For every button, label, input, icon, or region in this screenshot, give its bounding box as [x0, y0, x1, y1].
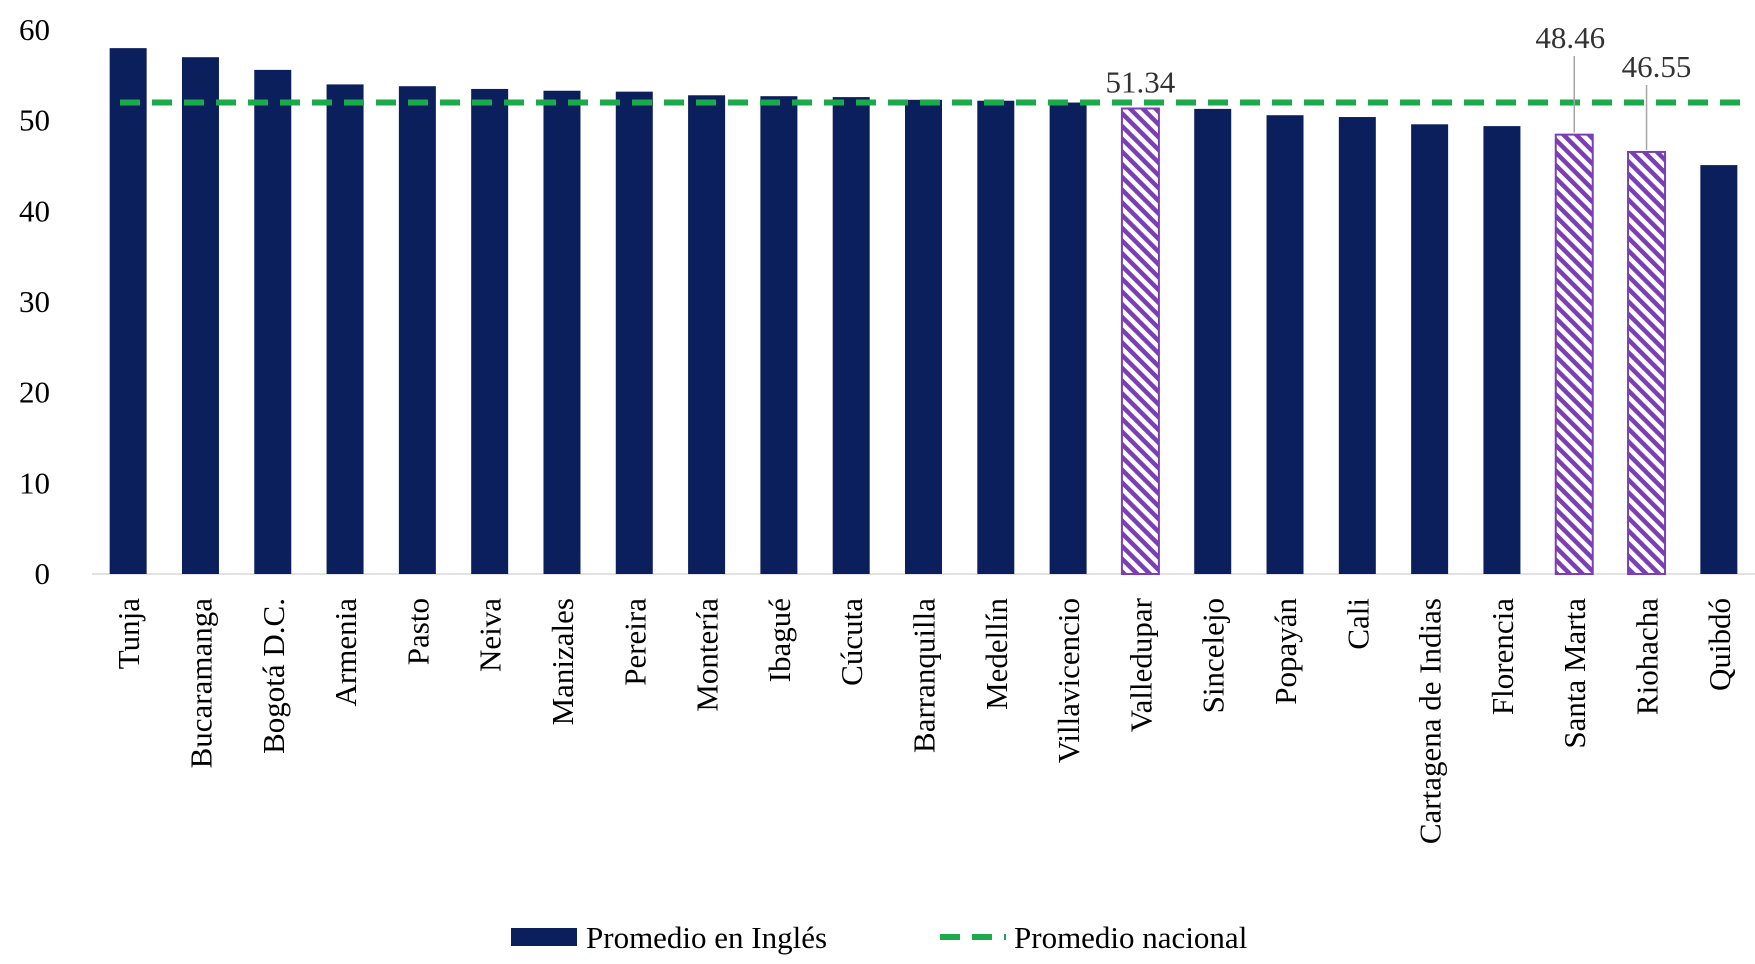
x-tick-barranquilla: Barranquilla: [907, 598, 942, 753]
data-label-riohacha: 46.55: [1622, 49, 1692, 84]
x-tick-tunja: Tunja: [111, 598, 146, 669]
x-tick-cali: Cali: [1340, 598, 1375, 650]
bar-bogota-d-c: [254, 69, 292, 574]
x-tick-monteria: Montería: [690, 598, 725, 712]
bar-sincelejo: [1194, 108, 1232, 574]
bar-florencia: [1483, 126, 1521, 575]
y-tick-label: 60: [19, 12, 50, 47]
legend-swatch-promedio-ingles: [511, 928, 577, 946]
bar-cali: [1338, 117, 1376, 574]
x-tick-valledupar: Valledupar: [1123, 597, 1158, 732]
x-tick-cartagena-de-indias: Cartagena de Indias: [1413, 598, 1448, 844]
bar-tunja: [109, 48, 147, 574]
bar-bucaramanga: [181, 57, 219, 574]
bar-armenia: [326, 84, 364, 575]
bar-cartagena-de-indias: [1411, 124, 1449, 574]
legend: Promedio en Inglés Promedio nacional: [511, 920, 1247, 955]
y-tick-label: 30: [19, 284, 50, 319]
bar-barranquilla: [905, 99, 942, 575]
y-tick-label: 50: [19, 103, 50, 138]
bar-pasto: [398, 86, 436, 575]
bar-neiva: [471, 88, 509, 574]
y-tick-label: 10: [19, 465, 50, 500]
x-tick-medellin: Medellín: [979, 598, 1014, 710]
bar-manizales: [543, 90, 581, 574]
bar-santa-marta: [1554, 133, 1594, 575]
y-tick-label: 20: [19, 375, 50, 410]
x-tick-florencia: Florencia: [1485, 598, 1520, 715]
x-tick-popayan: Popayán: [1268, 598, 1303, 705]
bar-valledupar: [1120, 107, 1160, 575]
x-tick-bucaramanga: Bucaramanga: [183, 598, 218, 769]
x-tick-cucuta: Cúcuta: [834, 598, 869, 686]
x-tick-villavicencio: Villavicencio: [1051, 598, 1086, 763]
x-tick-ibague: Ibagué: [762, 598, 797, 682]
bar-monteria: [688, 95, 726, 574]
x-tick-riohacha: Riohacha: [1630, 598, 1665, 715]
legend-label-promedio-nacional: Promedio nacional: [1014, 920, 1247, 955]
y-tick-label: 40: [19, 193, 50, 228]
x-tick-neiva: Neiva: [473, 598, 508, 672]
x-tick-quibdo: Quibdó: [1702, 598, 1737, 691]
x-tick-manizales: Manizales: [545, 598, 580, 725]
x-tick-sincelejo: Sincelejo: [1196, 598, 1231, 713]
x-tick-pereira: Pereira: [617, 598, 652, 686]
bar-quibdo: [1700, 165, 1738, 575]
x-tick-santa-marta: Santa Marta: [1557, 598, 1592, 749]
bar-riohacha: [1627, 150, 1667, 576]
bar-cucuta: [832, 97, 870, 575]
data-labels: 51.34 48.46 46.55: [1106, 20, 1692, 150]
bar-villavicencio: [1049, 102, 1087, 575]
bar-ibague: [760, 96, 798, 574]
data-label-santa-marta: 48.46: [1535, 20, 1605, 55]
bar-pereira: [615, 91, 653, 575]
legend-label-promedio-ingles: Promedio en Inglés: [586, 920, 827, 955]
y-tick-label: 0: [35, 556, 51, 591]
bar-medellin: [977, 100, 1015, 574]
x-tick-armenia: Armenia: [328, 598, 363, 707]
bar-series: [109, 48, 1738, 576]
x-tick-bogota-d-c: Bogotá D.C.: [256, 598, 291, 754]
data-label-valledupar: 51.34: [1106, 65, 1176, 100]
bar-popayan: [1266, 115, 1304, 574]
x-tick-pasto: Pasto: [400, 598, 435, 665]
x-axis: Tunja Bucaramanga Bogotá D.C. Armenia Pasto N…: [111, 597, 1737, 844]
